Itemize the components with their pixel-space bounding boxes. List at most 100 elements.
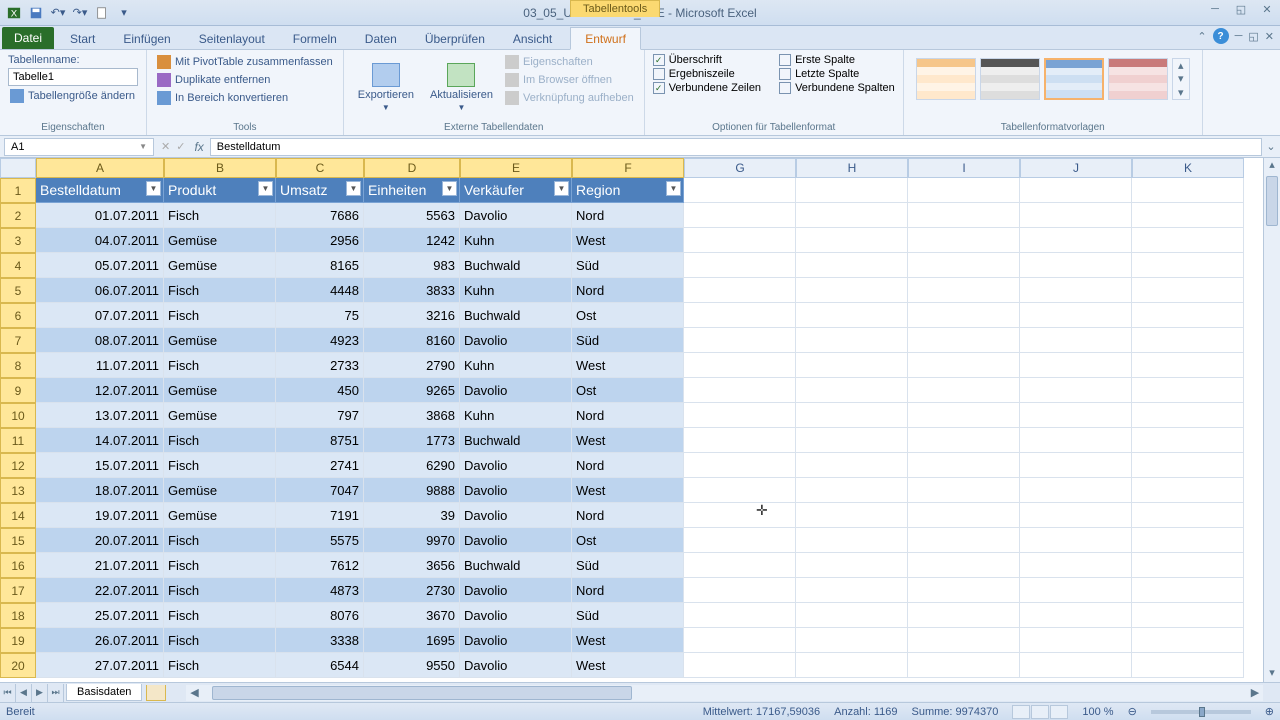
cell[interactable] — [684, 253, 796, 278]
cell[interactable]: 1695 — [364, 628, 460, 653]
cell[interactable]: 797 — [276, 403, 364, 428]
close-icon[interactable]: ✕ — [1258, 2, 1276, 16]
fx-icon[interactable]: fx — [188, 140, 209, 154]
cell[interactable] — [1020, 178, 1132, 203]
cell[interactable] — [796, 503, 908, 528]
cell[interactable]: West — [572, 353, 684, 378]
cell[interactable]: 3833 — [364, 278, 460, 303]
cell[interactable] — [796, 578, 908, 603]
cell[interactable]: 4873 — [276, 578, 364, 603]
cell[interactable]: West — [572, 428, 684, 453]
cell[interactable]: Davolio — [460, 478, 572, 503]
col-header[interactable]: C — [276, 158, 364, 178]
cell[interactable] — [1132, 428, 1244, 453]
col-header[interactable]: A — [36, 158, 164, 178]
cell[interactable] — [908, 578, 1020, 603]
cell[interactable] — [796, 553, 908, 578]
col-header[interactable]: F — [572, 158, 684, 178]
cell[interactable]: Fisch — [164, 428, 276, 453]
cell[interactable] — [684, 553, 796, 578]
cell[interactable] — [1132, 478, 1244, 503]
cell[interactable]: 983 — [364, 253, 460, 278]
row-header[interactable]: 10 — [0, 403, 36, 428]
row-header[interactable]: 7 — [0, 328, 36, 353]
cell[interactable]: West — [572, 653, 684, 678]
cell[interactable]: 14.07.2011 — [36, 428, 164, 453]
cell[interactable] — [1132, 528, 1244, 553]
cell[interactable]: Fisch — [164, 553, 276, 578]
cell[interactable] — [1020, 378, 1132, 403]
filter-dropdown-icon[interactable]: ▼ — [554, 181, 569, 196]
cell[interactable] — [1020, 253, 1132, 278]
minimize-icon[interactable]: ─ — [1206, 2, 1224, 16]
cell[interactable] — [1132, 328, 1244, 353]
cell[interactable]: 2956 — [276, 228, 364, 253]
cell[interactable]: Davolio — [460, 203, 572, 228]
table-header-cell[interactable]: Region▼ — [572, 178, 684, 203]
style-gallery-more[interactable]: ▴▾▾ — [1172, 58, 1190, 100]
cell[interactable] — [1020, 403, 1132, 428]
row-header[interactable]: 3 — [0, 228, 36, 253]
cell[interactable] — [908, 303, 1020, 328]
cell[interactable] — [1020, 578, 1132, 603]
vertical-scrollbar[interactable]: ▴ ▾ — [1263, 158, 1280, 682]
row-header[interactable]: 16 — [0, 553, 36, 578]
cell[interactable] — [1132, 303, 1244, 328]
chk-total[interactable] — [653, 68, 665, 80]
cell[interactable]: Buchwald — [460, 428, 572, 453]
cell[interactable]: 4448 — [276, 278, 364, 303]
cell[interactable] — [684, 653, 796, 678]
cell[interactable]: 7047 — [276, 478, 364, 503]
cell[interactable] — [796, 403, 908, 428]
doc-close-icon[interactable]: ✕ — [1265, 30, 1274, 43]
row-header[interactable]: 15 — [0, 528, 36, 553]
cell[interactable]: 4923 — [276, 328, 364, 353]
col-header[interactable]: B — [164, 158, 276, 178]
tab-file[interactable]: Datei — [2, 27, 54, 49]
row-header[interactable]: 9 — [0, 378, 36, 403]
col-header[interactable]: J — [1020, 158, 1132, 178]
cell[interactable]: 9265 — [364, 378, 460, 403]
cell[interactable] — [684, 628, 796, 653]
row-header[interactable]: 19 — [0, 628, 36, 653]
cell[interactable] — [908, 278, 1020, 303]
cell[interactable]: Davolio — [460, 528, 572, 553]
cell[interactable]: West — [572, 628, 684, 653]
cell[interactable]: 3868 — [364, 403, 460, 428]
cell[interactable]: Gemüse — [164, 228, 276, 253]
cell[interactable]: 06.07.2011 — [36, 278, 164, 303]
tab-einfügen[interactable]: Einfügen — [109, 28, 184, 49]
cell[interactable] — [908, 353, 1020, 378]
cell[interactable]: 2790 — [364, 353, 460, 378]
cell[interactable] — [1132, 178, 1244, 203]
cell[interactable]: 8076 — [276, 603, 364, 628]
cell[interactable]: 2741 — [276, 453, 364, 478]
cell[interactable]: Nord — [572, 278, 684, 303]
cell[interactable] — [1132, 203, 1244, 228]
cell[interactable]: 22.07.2011 — [36, 578, 164, 603]
cell[interactable]: 7612 — [276, 553, 364, 578]
open-browser-button[interactable]: Im Browser öffnen — [503, 72, 636, 88]
cell[interactable]: 9888 — [364, 478, 460, 503]
cell[interactable]: 5575 — [276, 528, 364, 553]
view-buttons[interactable] — [1012, 705, 1068, 719]
cell[interactable]: Fisch — [164, 603, 276, 628]
chk-banded-rows[interactable] — [653, 82, 665, 94]
pivot-button[interactable]: Mit PivotTable zusammenfassen — [155, 54, 335, 70]
style-gallery[interactable]: ▴▾▾ — [912, 54, 1194, 104]
cell[interactable] — [908, 328, 1020, 353]
col-header[interactable]: G — [684, 158, 796, 178]
tab-daten[interactable]: Daten — [351, 28, 411, 49]
tab-ansicht[interactable]: Ansicht — [499, 28, 566, 49]
cell[interactable]: 12.07.2011 — [36, 378, 164, 403]
row-header[interactable]: 4 — [0, 253, 36, 278]
cell[interactable] — [796, 228, 908, 253]
cell[interactable]: Fisch — [164, 353, 276, 378]
cell[interactable] — [1132, 653, 1244, 678]
cell[interactable]: 450 — [276, 378, 364, 403]
cell[interactable] — [908, 528, 1020, 553]
cell[interactable]: 8160 — [364, 328, 460, 353]
save-icon[interactable] — [26, 3, 46, 23]
style-thumb[interactable] — [1044, 58, 1104, 100]
cell[interactable]: 25.07.2011 — [36, 603, 164, 628]
